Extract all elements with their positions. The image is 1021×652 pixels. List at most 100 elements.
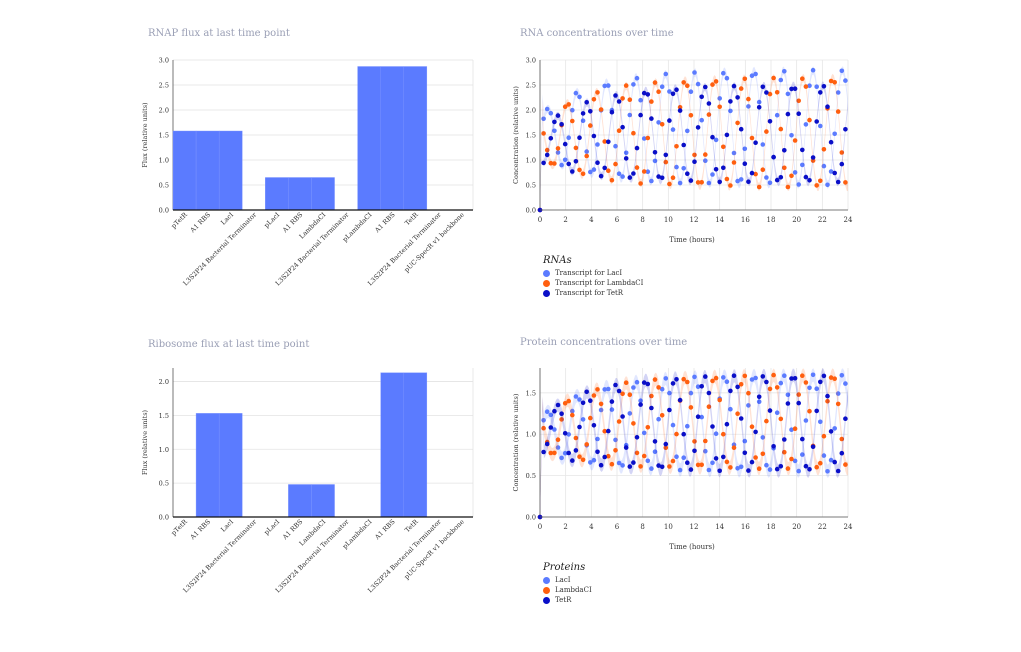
data-point bbox=[562, 450, 568, 456]
data-point bbox=[677, 105, 683, 110]
legend-item[interactable]: TetR bbox=[543, 595, 592, 605]
data-point bbox=[753, 171, 758, 177]
data-point bbox=[623, 150, 629, 156]
data-point bbox=[688, 178, 694, 183]
y-tick-label: 2.5 bbox=[159, 82, 169, 90]
x-tick-label: 24 bbox=[844, 523, 853, 531]
data-point bbox=[746, 390, 751, 396]
legend-item[interactable]: Transcript for TetR bbox=[543, 288, 643, 298]
protein-chart-title: Protein concentrations over time bbox=[520, 337, 688, 348]
data-point bbox=[782, 437, 787, 442]
data-point bbox=[753, 429, 758, 435]
protein-legend: Proteins LacI LambdaCI TetR bbox=[543, 562, 592, 605]
data-point bbox=[688, 89, 694, 94]
data-point bbox=[573, 90, 579, 96]
data-point bbox=[803, 84, 809, 89]
data-point bbox=[843, 381, 848, 386]
data-point bbox=[591, 423, 597, 428]
data-point bbox=[570, 169, 575, 174]
data-point bbox=[566, 398, 571, 404]
data-point bbox=[656, 174, 661, 179]
data-point bbox=[699, 384, 704, 389]
legend-item[interactable]: Transcript for LacI bbox=[543, 268, 643, 278]
data-point bbox=[580, 417, 586, 422]
data-point bbox=[692, 439, 697, 444]
data-point bbox=[756, 99, 762, 105]
data-point bbox=[764, 462, 769, 468]
data-point bbox=[641, 380, 647, 385]
data-point bbox=[764, 418, 769, 424]
data-point bbox=[839, 373, 845, 378]
data-point bbox=[717, 468, 722, 474]
data-point bbox=[710, 378, 715, 384]
x-tick-label: TetR bbox=[403, 517, 420, 534]
data-point bbox=[774, 177, 780, 183]
data-point bbox=[544, 152, 550, 158]
x-tick-label: LacI bbox=[219, 210, 235, 226]
data-point bbox=[832, 376, 837, 382]
data-point bbox=[785, 111, 791, 117]
data-point bbox=[541, 116, 546, 122]
x-tick-label: 16 bbox=[741, 216, 750, 224]
legend-item[interactable]: LacI bbox=[543, 575, 592, 585]
data-point bbox=[566, 102, 571, 107]
data-point bbox=[681, 166, 686, 171]
data-point bbox=[649, 116, 654, 121]
data-point bbox=[602, 139, 607, 144]
data-point bbox=[760, 374, 766, 379]
data-point bbox=[606, 83, 611, 88]
data-point bbox=[800, 452, 805, 457]
data-point bbox=[728, 465, 733, 470]
data-point bbox=[803, 122, 809, 127]
data-point bbox=[728, 108, 733, 114]
x-tick-label: pTetR bbox=[170, 210, 190, 230]
data-point bbox=[638, 464, 643, 469]
data-point bbox=[792, 86, 798, 91]
data-point bbox=[774, 90, 780, 95]
data-point bbox=[710, 424, 715, 429]
data-point bbox=[652, 158, 658, 164]
data-point bbox=[562, 104, 568, 109]
data-point bbox=[785, 392, 791, 398]
x-tick-label: A1 RBS bbox=[373, 518, 397, 542]
data-point bbox=[609, 177, 615, 183]
data-point bbox=[573, 394, 579, 399]
data-point bbox=[706, 101, 712, 106]
data-point bbox=[631, 82, 636, 87]
data-point bbox=[562, 141, 568, 147]
data-point bbox=[609, 399, 615, 404]
data-point bbox=[735, 178, 740, 184]
data-point bbox=[606, 386, 611, 392]
data-point bbox=[796, 400, 801, 406]
data-point bbox=[685, 423, 690, 429]
data-point bbox=[839, 450, 845, 456]
data-point bbox=[652, 449, 658, 455]
data-point bbox=[695, 125, 701, 130]
data-point bbox=[631, 385, 636, 390]
data-point bbox=[562, 157, 568, 163]
data-point bbox=[731, 150, 737, 156]
data-point bbox=[818, 379, 823, 385]
y-tick-label: 0.5 bbox=[159, 480, 169, 488]
data-point bbox=[616, 419, 622, 424]
legend-item[interactable]: LambdaCI bbox=[543, 585, 592, 595]
data-point bbox=[825, 104, 830, 109]
data-point bbox=[552, 161, 557, 166]
data-point bbox=[627, 392, 633, 398]
data-point bbox=[620, 96, 625, 101]
data-point bbox=[570, 408, 575, 414]
data-point bbox=[588, 398, 593, 404]
data-point bbox=[724, 379, 730, 385]
legend-item[interactable]: Transcript for LambdaCI bbox=[543, 278, 643, 288]
data-point bbox=[649, 99, 654, 104]
data-point bbox=[814, 119, 819, 124]
data-point bbox=[656, 463, 661, 468]
bar bbox=[172, 130, 197, 211]
data-point bbox=[595, 387, 600, 392]
data-point bbox=[800, 436, 805, 442]
data-point bbox=[717, 397, 722, 403]
data-point bbox=[839, 150, 845, 155]
data-point bbox=[667, 407, 672, 413]
data-point bbox=[559, 122, 564, 127]
x-tick-label: 6 bbox=[615, 216, 620, 224]
